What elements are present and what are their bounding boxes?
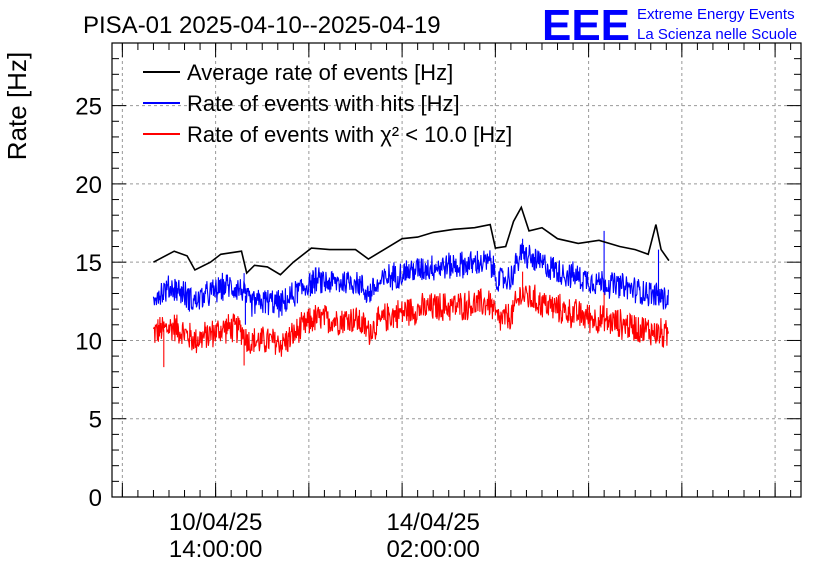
legend-label-hits: Rate of events with hits [Hz] [187, 91, 460, 116]
series-2 [152, 271, 669, 368]
series-0-line [153, 205, 670, 276]
plot-border [111, 42, 802, 498]
legend-item-chi2: Rate of events with χ² < 10.0 [Hz] [143, 122, 512, 147]
y-tick-label: 25 [75, 94, 102, 121]
x-tick-date-label: 14/04/25 [386, 509, 479, 536]
y-tick-label: 10 [75, 328, 102, 355]
series-0 [153, 205, 670, 276]
legend-label-chi2: Rate of events with χ² < 10.0 [Hz] [187, 122, 512, 147]
eee-logo-text: EEE [542, 1, 630, 50]
series-1 [152, 230, 669, 325]
series-2-line [152, 271, 669, 368]
x-tick-date-label: 10/04/25 [169, 509, 262, 536]
y-tick-label: 0 [89, 485, 102, 512]
y-tick-label: 5 [89, 407, 102, 434]
brand-line-1: Extreme Energy Events [637, 6, 795, 23]
legend-item-average: Average rate of events [Hz] [143, 60, 453, 85]
data-layer [152, 205, 670, 368]
x-tick-time-label: 14:00:00 [169, 536, 262, 563]
legend-item-hits: Rate of events with hits [Hz] [143, 91, 460, 116]
y-tick-label: 20 [75, 172, 102, 199]
brand-line-2: La Scienza nelle Scuole [637, 26, 797, 43]
y-axis: 0 5 10 15 20 25 [75, 42, 801, 512]
legend: Average rate of events [Hz] Rate of even… [143, 60, 512, 147]
plot-frame [111, 42, 802, 498]
series-1-line [152, 230, 669, 325]
gridlines [112, 43, 801, 497]
y-tick-label: 15 [75, 250, 102, 277]
legend-label-average: Average rate of events [Hz] [187, 60, 453, 85]
chart-title: PISA-01 2025-04-10--2025-04-19 [83, 12, 441, 39]
eee-logo: EEE Extreme Energy Events La Scienza nel… [542, 1, 797, 50]
x-tick-time-label: 02:00:00 [386, 536, 479, 563]
y-axis-label: Rate [Hz] [2, 52, 32, 160]
